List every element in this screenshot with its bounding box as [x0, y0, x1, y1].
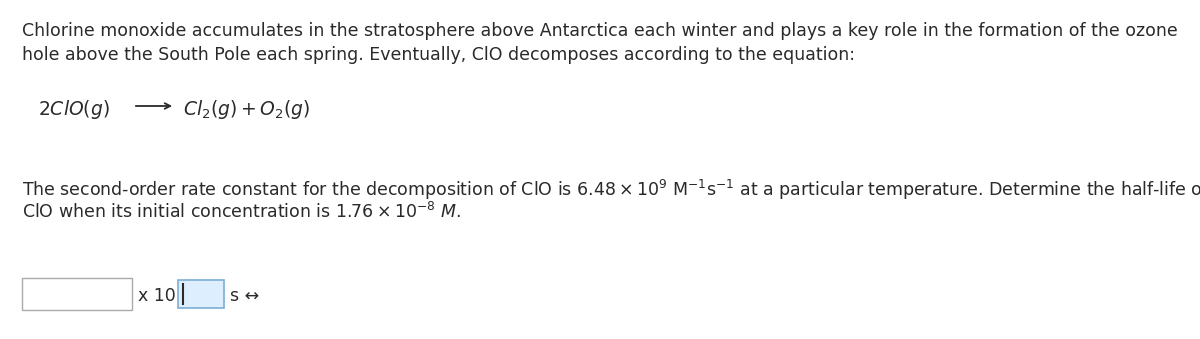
Text: The second-order rate constant for the decomposition of ClO is $6.48\times10^9$ : The second-order rate constant for the d…: [22, 178, 1200, 202]
Text: ClO when its initial concentration is $1.76\times10^{-8}$ $M$.: ClO when its initial concentration is $1…: [22, 202, 461, 222]
Text: $\mathit{C}\mathit{l}_2(g)+\mathit{O}_2(g)$: $\mathit{C}\mathit{l}_2(g)+\mathit{O}_2(…: [182, 98, 311, 121]
Text: Chlorine monoxide accumulates in the stratosphere above Antarctica each winter a: Chlorine monoxide accumulates in the str…: [22, 22, 1177, 40]
Text: $2\mathit{C}\mathit{l}\mathit{O}(g)$: $2\mathit{C}\mathit{l}\mathit{O}(g)$: [38, 98, 110, 121]
Text: hole above the South Pole each spring. Eventually, ClO decomposes according to t: hole above the South Pole each spring. E…: [22, 46, 854, 64]
Bar: [178, 280, 224, 308]
Bar: [22, 278, 132, 310]
Text: x 10: x 10: [138, 286, 175, 305]
Text: s ↔: s ↔: [230, 286, 259, 305]
